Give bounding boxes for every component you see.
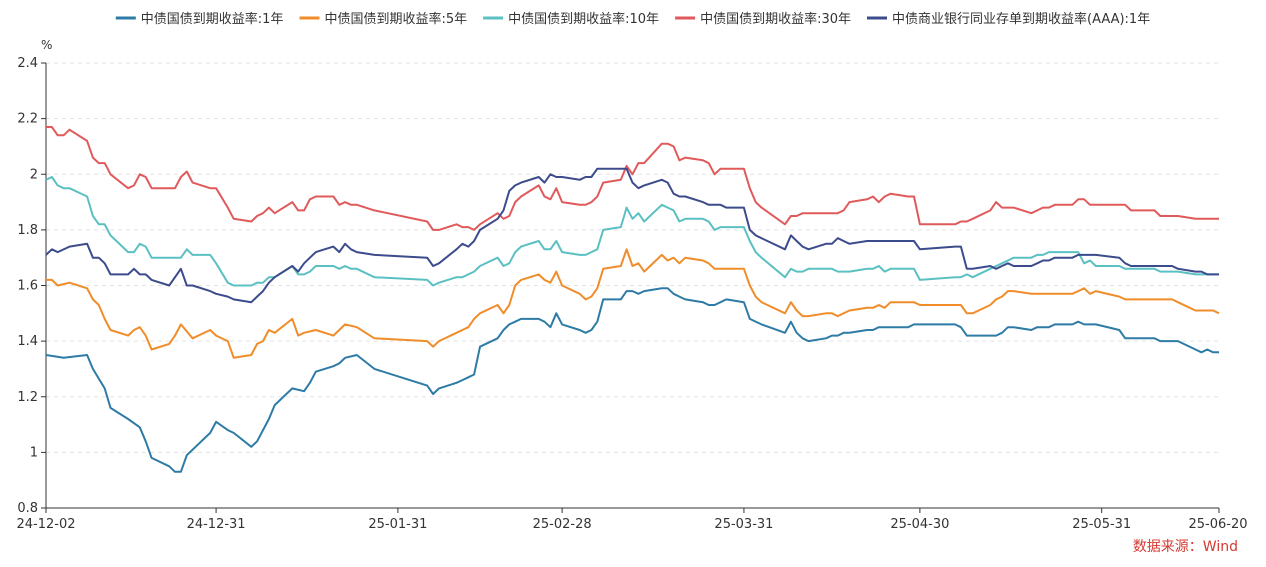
legend-label: 中债国债到期收益率:10年 bbox=[508, 11, 659, 27]
x-tick-label: 25-02-28 bbox=[533, 517, 592, 532]
x-tick-label: 25-03-31 bbox=[714, 517, 773, 532]
y-tick-label: 1 bbox=[30, 445, 38, 460]
series-layer bbox=[45, 126, 1220, 473]
series-line-3 bbox=[45, 176, 1219, 287]
x-tick-label: 25-01-31 bbox=[368, 517, 427, 532]
y-tick-label: 1.4 bbox=[17, 334, 38, 349]
legend-item-4: 中债国债到期收益率:30年 bbox=[675, 11, 851, 27]
y-tick-label: 1.8 bbox=[17, 223, 38, 238]
legend-item-5: 中债商业银行同业存单到期收益率(AAA):1年 bbox=[867, 11, 1150, 27]
legend-label: 中债国债到期收益率:30年 bbox=[700, 11, 851, 27]
legend: 中债国债到期收益率:1年 中债国债到期收益率:5年 中债国债到期收益率:10年 中债国… bbox=[115, 11, 1150, 27]
data-source-label: 数据来源：Wind bbox=[1133, 539, 1238, 555]
series-line-5 bbox=[45, 167, 1219, 304]
grid-lines bbox=[46, 62, 1219, 453]
y-axis-unit-label: % bbox=[41, 38, 52, 52]
series-line-4 bbox=[46, 126, 1219, 231]
y-tick-label: 2.2 bbox=[17, 112, 38, 127]
x-tick-label: 25-05-31 bbox=[1072, 517, 1131, 532]
legend-label: 中债商业银行同业存单到期收益率(AAA):1年 bbox=[892, 11, 1150, 27]
x-tick-label: 25-06-20 bbox=[1188, 517, 1247, 532]
legend-label: 中债国债到期收益率:1年 bbox=[141, 11, 284, 27]
y-tick-label: 2 bbox=[30, 167, 38, 182]
y-tick-label: 2.4 bbox=[17, 56, 38, 71]
series-line-2 bbox=[46, 248, 1220, 359]
y-tick-label: 0.8 bbox=[17, 501, 38, 516]
x-tick-label: 24-12-31 bbox=[187, 517, 246, 532]
x-tick-label: 25-04-30 bbox=[890, 517, 949, 532]
y-tick-label: 1.6 bbox=[17, 279, 38, 294]
legend-item-3: 中债国债到期收益率:10年 bbox=[483, 11, 659, 27]
legend-item-2: 中债国债到期收益率:5年 bbox=[299, 11, 468, 27]
y-axis: 0.8 1 1.2 1.4 1.6 1.8 2 2.2 2.4 bbox=[17, 56, 47, 516]
legend-item-1: 中债国债到期收益率:1年 bbox=[115, 11, 284, 27]
x-axis: 24-12-02 24-12-31 25-01-31 25-02-28 25-03-31… bbox=[16, 507, 1248, 532]
series-line-1 bbox=[45, 287, 1219, 473]
legend-label: 中债国债到期收益率:5年 bbox=[325, 11, 468, 27]
x-tick-label: 24-12-02 bbox=[16, 517, 75, 532]
y-tick-label: 1.2 bbox=[17, 390, 38, 405]
